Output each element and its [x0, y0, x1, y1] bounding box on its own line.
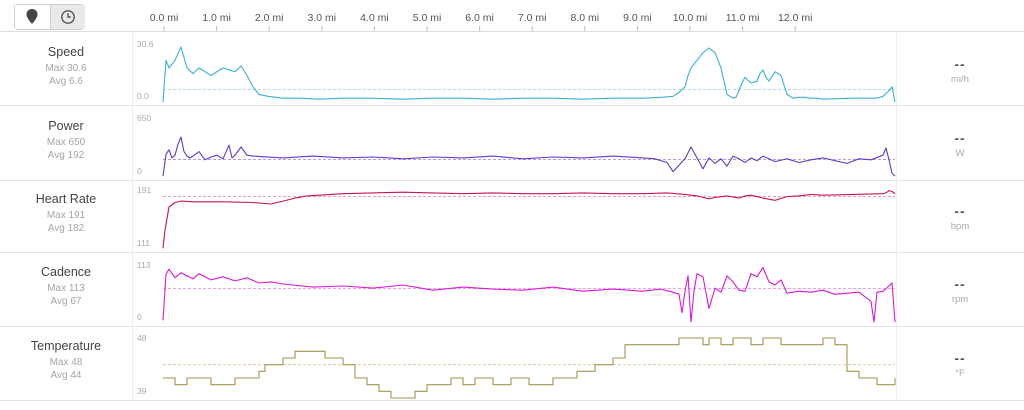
- x-tick-label: 12.0 mi: [778, 12, 812, 24]
- x-tick-label: 7.0 mi: [518, 12, 547, 24]
- x-tick-label: 6.0 mi: [465, 12, 494, 24]
- current-value: --: [954, 276, 966, 292]
- unit-label: °F: [955, 368, 965, 379]
- temperature-readout: -- °F: [896, 350, 1024, 379]
- unit-label: bpm: [950, 221, 970, 232]
- unit-label: mi/h: [951, 73, 969, 85]
- power-readout: -- W: [896, 130, 1024, 159]
- metric-max: Max 48: [49, 357, 83, 368]
- metric-max: Max 113: [47, 283, 85, 294]
- y-min-label: 0: [137, 312, 142, 322]
- heart_rate-readout: -- bpm: [896, 203, 1024, 232]
- metric-avg: Avg 44: [50, 370, 82, 381]
- metric-name: Power: [48, 118, 84, 133]
- heart_rate-series-line[interactable]: [162, 190, 896, 249]
- y-max-label: 650: [137, 113, 151, 123]
- x-tick-label: 11.0 mi: [726, 12, 760, 24]
- temperature-series-line[interactable]: [163, 337, 896, 399]
- x-tick-label: 2.0 mi: [255, 12, 284, 24]
- x-tick-label: 10.0 mi: [673, 12, 707, 24]
- map-pin-icon: [26, 9, 38, 24]
- metric-max: Max 650: [46, 136, 86, 148]
- speed-label-block: Speed Max 30.6 Avg 6.6: [0, 45, 132, 88]
- metric-max: Max 30.6: [45, 62, 87, 74]
- metric-avg: Avg 67: [50, 296, 82, 307]
- metric-name: Heart Rate: [35, 192, 97, 206]
- y-max-label: 191: [137, 185, 151, 195]
- x-tick-label: 5.0 mi: [413, 12, 442, 24]
- y-min-label: 39: [137, 386, 147, 396]
- y-min-label: 0.0: [137, 91, 149, 101]
- x-tick-label: 9.0 mi: [623, 12, 652, 24]
- y-min-label: 0: [137, 166, 142, 176]
- speed-readout: -- mi/h: [896, 56, 1024, 85]
- metric-avg: Avg 192: [47, 149, 85, 161]
- time-mode-button[interactable]: [50, 5, 85, 29]
- cadence-readout: -- rpm: [896, 276, 1024, 305]
- x-tick-label: 8.0 mi: [571, 12, 600, 24]
- current-value: --: [954, 129, 966, 146]
- cadence-label-block: Cadence Max 113 Avg 67: [0, 265, 132, 308]
- y-max-label: 48: [137, 333, 147, 343]
- speed-series-line[interactable]: [162, 46, 896, 103]
- current-value: --: [954, 350, 966, 366]
- cadence-series-line[interactable]: [162, 267, 896, 323]
- row-dividers: [0, 31, 1024, 401]
- x-tick-label: 4.0 mi: [360, 12, 389, 24]
- power-series-line[interactable]: [162, 136, 896, 177]
- metric-avg: Avg 6.6: [49, 75, 83, 87]
- metric-avg: Avg 182: [47, 223, 85, 234]
- metric-name: Temperature: [30, 339, 102, 353]
- y-min-label: 111: [137, 238, 150, 248]
- unit-label: rpm: [951, 294, 969, 305]
- unit-label: W: [955, 147, 965, 159]
- distance-mode-button[interactable]: [15, 5, 49, 29]
- temperature-label-block: Temperature Max 48 Avg 44: [0, 339, 132, 382]
- x-axis: 0.0 mi 1.0 mi 2.0 mi 3.0 mi 4.0 mi 5.0 mi 6.0 …: [150, 12, 812, 31]
- metric-name: Cadence: [40, 265, 92, 279]
- y-max-label: 30.6: [137, 39, 154, 49]
- x-tick-label: 3.0 mi: [308, 12, 337, 24]
- heart_rate-label-block: Heart Rate Max 191 Avg 182: [0, 192, 132, 235]
- metric-name: Speed: [47, 44, 85, 59]
- view-toggle: [14, 4, 85, 30]
- plots[interactable]: 30.6 0.0 650 0 191 111 113 0 48 39: [137, 39, 896, 399]
- power-label-block: Power Max 650 Avg 192: [0, 119, 132, 162]
- current-value: --: [954, 203, 966, 219]
- current-value: --: [954, 55, 966, 72]
- clock-icon: [61, 10, 75, 24]
- x-tick-label: 0.0 mi: [150, 12, 179, 24]
- metric-max: Max 191: [46, 210, 86, 221]
- x-tick-label: 1.0 mi: [202, 12, 231, 24]
- y-max-label: 113: [137, 260, 151, 270]
